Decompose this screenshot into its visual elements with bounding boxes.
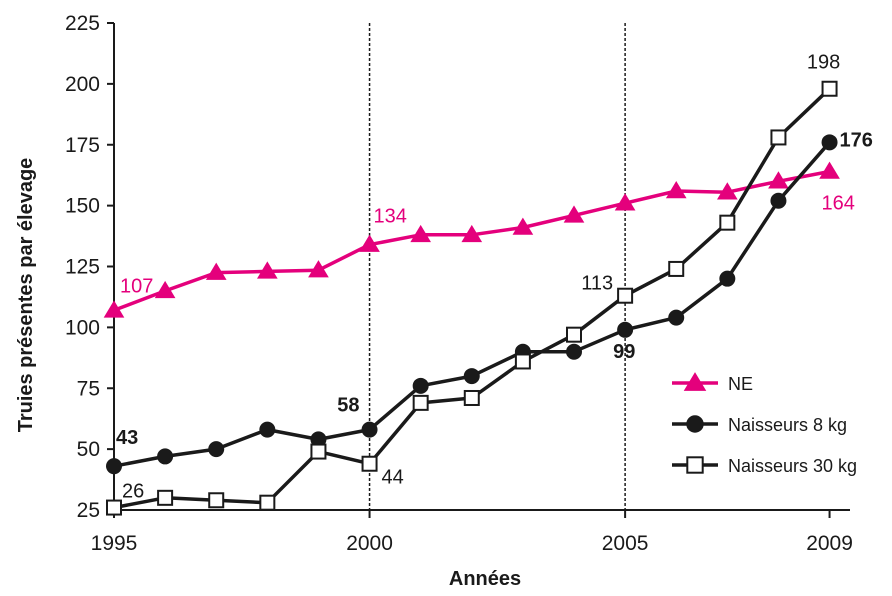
legend-label: Naisseurs 30 kg xyxy=(728,456,857,476)
y-tick-label: 150 xyxy=(65,195,100,218)
data-point xyxy=(412,377,429,394)
data-point xyxy=(208,492,225,509)
data-point xyxy=(106,499,122,516)
data-point xyxy=(563,205,585,223)
legend-item-1: Naisseurs 8 kg xyxy=(672,415,847,435)
data-label: 164 xyxy=(822,193,855,215)
data-point xyxy=(819,161,840,179)
data-point xyxy=(512,217,534,235)
legend-marker xyxy=(686,456,704,474)
series-0 xyxy=(103,161,840,318)
data-point xyxy=(463,389,480,406)
data-point xyxy=(257,261,278,279)
data-point xyxy=(665,181,687,199)
data-point xyxy=(361,421,378,438)
legend-label: Naisseurs 8 kg xyxy=(728,415,847,435)
data-point xyxy=(154,280,176,299)
data-series xyxy=(103,80,840,516)
data-point xyxy=(359,234,380,252)
data-label: 134 xyxy=(374,206,407,228)
y-axis-title: Truies présentes par élevage xyxy=(15,158,37,433)
data-point xyxy=(310,443,327,460)
data-point xyxy=(719,270,736,287)
legend-label: NE xyxy=(728,374,753,394)
y-tick-label: 125 xyxy=(65,256,100,279)
data-point xyxy=(617,287,634,304)
data-point xyxy=(717,182,738,200)
y-tick-label: 50 xyxy=(77,438,100,461)
y-tick-label: 25 xyxy=(77,499,100,522)
data-point xyxy=(821,134,838,151)
data-label: 58 xyxy=(337,395,359,417)
data-point xyxy=(821,80,838,97)
y-tick-label: 75 xyxy=(77,377,100,400)
data-point xyxy=(205,262,227,280)
x-tick-label: 2005 xyxy=(602,532,649,555)
data-point xyxy=(157,448,174,465)
x-tick-label: 2000 xyxy=(346,532,393,555)
x-axis-title: Années xyxy=(449,568,521,590)
data-point xyxy=(208,441,225,458)
data-point xyxy=(768,171,789,189)
data-point xyxy=(410,224,431,243)
data-point xyxy=(103,300,125,318)
reference-lines xyxy=(368,23,626,510)
data-point xyxy=(566,326,582,343)
data-label: 113 xyxy=(581,273,613,295)
data-point xyxy=(770,129,787,146)
x-tick-label: 1995 xyxy=(91,532,138,555)
data-point xyxy=(770,192,787,209)
data-point xyxy=(259,494,276,511)
series-1 xyxy=(106,134,838,475)
series-2 xyxy=(106,80,838,516)
data-point xyxy=(614,193,636,211)
data-point xyxy=(308,260,329,278)
y-tick-label: 100 xyxy=(65,316,100,339)
data-point xyxy=(668,260,685,277)
legend-item-0: NE xyxy=(672,372,753,394)
legend-marker xyxy=(686,415,704,433)
data-point xyxy=(566,343,582,360)
data-point xyxy=(514,353,531,370)
data-label: 176 xyxy=(840,129,873,151)
data-label: 198 xyxy=(807,52,840,74)
data-point xyxy=(463,368,480,385)
y-tick-label: 200 xyxy=(65,73,100,96)
data-point xyxy=(259,421,276,438)
data-point xyxy=(719,214,736,231)
data-point xyxy=(617,321,634,338)
data-labels: 107 134 164 43 58 99 176 26 44 113 198 xyxy=(116,52,873,503)
data-point xyxy=(412,394,429,411)
legend-item-2: Naisseurs 30 kg xyxy=(672,456,857,476)
data-label: 43 xyxy=(116,427,138,449)
y-tick-label: 175 xyxy=(65,134,100,157)
x-tick-label: 2009 xyxy=(806,532,853,555)
data-label: 107 xyxy=(120,275,153,297)
data-point xyxy=(461,224,483,243)
data-point xyxy=(668,309,685,326)
data-label: 26 xyxy=(122,481,144,503)
data-point xyxy=(361,455,378,472)
legend: NE Naisseurs 8 kg Naisseurs 30 kg xyxy=(672,372,857,476)
data-label: 99 xyxy=(613,341,635,363)
legend-marker xyxy=(683,372,707,391)
data-point xyxy=(106,458,122,475)
y-tick-label: 225 xyxy=(65,12,100,35)
data-point xyxy=(157,489,174,506)
data-label: 44 xyxy=(382,467,404,489)
axes: 25 50 75 100 125 150 175 200 225 1995 2000 2005 2009 xyxy=(65,12,853,555)
